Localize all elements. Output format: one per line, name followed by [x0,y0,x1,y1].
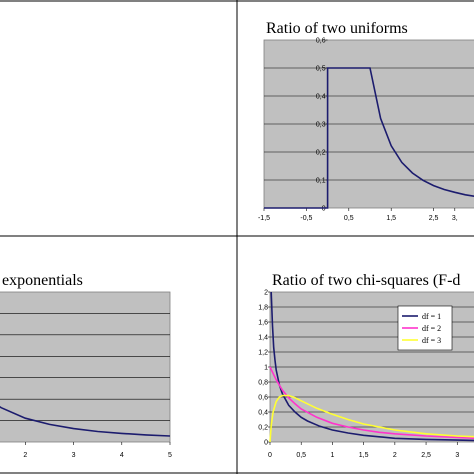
title-exponentials: exponentials [2,272,83,289]
series-line-3 [269,394,474,443]
y-tick-label: 0 [322,206,326,213]
x-tick-label: 3 [72,452,76,459]
series-line-1 [270,291,474,442]
y-tick-label: 1,2 [258,350,268,357]
legend-label-1: df = 1 [422,312,441,321]
x-tick-label: 0,5 [344,215,354,222]
y-tick-label: 2 [264,290,268,297]
legend-label-2: df = 2 [422,324,441,333]
y-tick-label: 0,1 [316,178,326,185]
y-tick-label: 0 [264,440,268,447]
plot-exponentials: 2 3 4 5 [0,291,172,459]
legend-label-3: df = 3 [422,336,441,345]
x-tick-label: 0,5 [296,452,306,459]
y-tick-label: 1 [264,365,268,372]
y-tick-label: 0,4 [316,94,326,101]
y-tick-label: 0,6 [258,395,268,402]
plot-area [0,291,171,443]
x-tick-label: 3, [452,215,458,222]
title-ratio-chi-squares: Ratio of two chi-squares (F-d [272,272,460,289]
x-tick-label: -0,5 [300,215,312,222]
x-tick-label: 5 [168,452,172,459]
y-tick-label: 0,4 [258,410,268,417]
y-tick-label: 0,2 [316,150,326,157]
x-tick-label: 2 [393,452,397,459]
x-tick-label: 1,5 [359,452,369,459]
x-tick-label: 2 [23,452,27,459]
x-tick-label: -1,5 [258,215,270,222]
y-tick-label: 1,4 [258,335,268,342]
title-ratio-uniforms: Ratio of two uniforms [266,20,408,37]
x-tick-label: 1 [330,452,334,459]
x-tick-label: 4 [120,452,124,459]
plot-ratio-chi-squares: 0 0,2 0,4 0,6 0,8 1 1,2 1,4 1,6 1,8 2 0 0,5 1 1,5 2 2,5 3… [258,290,474,459]
series-line-1 [264,67,474,209]
series-line-1 [0,406,171,437]
plot-ratio-uniforms: 0 0,1 0,2 0,3 0,4 0,5 0,6 -1,5 -0,5 0,5 1,5 2,5 3, [258,38,474,222]
series-line-2 [269,366,474,440]
y-tick-label: 1,8 [258,305,268,312]
y-tick-label: 0,8 [258,380,268,387]
y-tick-label: 0,3 [316,122,326,129]
x-tick-label: 2,5 [421,452,431,459]
y-tick-label: 0,6 [316,38,326,45]
x-tick-label: 3 [455,452,459,459]
x-tick-label: 1,5 [386,215,396,222]
x-tick-label: 0 [268,452,272,459]
y-tick-label: 0,5 [316,66,326,73]
y-tick-label: 0,2 [258,425,268,432]
y-tick-label: 1,6 [258,320,268,327]
x-tick-label: 2,5 [429,215,439,222]
